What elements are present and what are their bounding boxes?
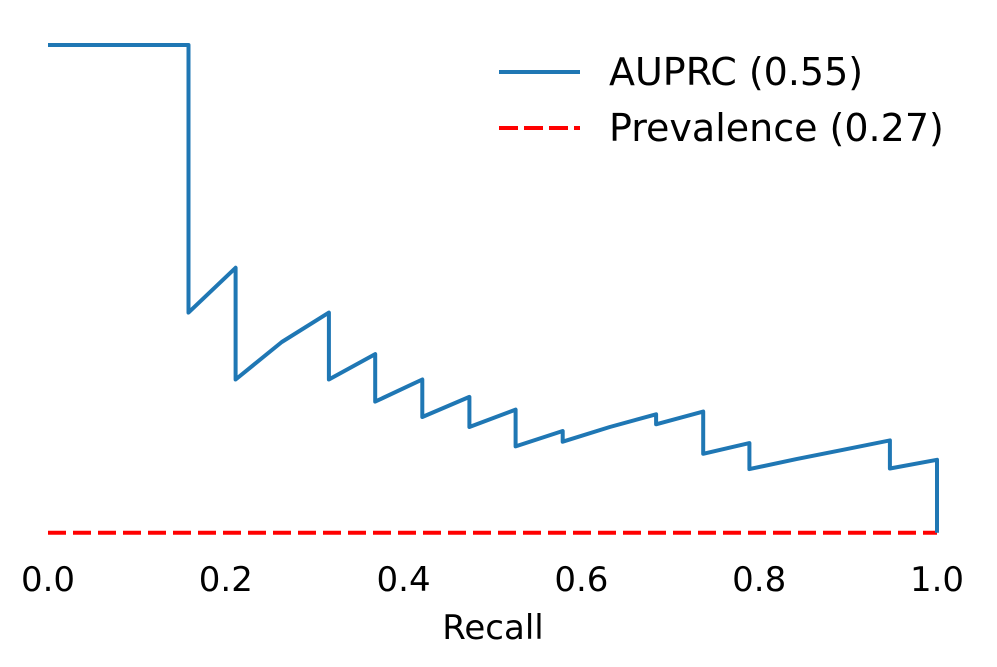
legend-label-auprc: AUPRC (0.55) (609, 50, 864, 94)
auprc-line-sample (499, 70, 580, 74)
legend-item-prevalence: Prevalence (0.27) (499, 100, 944, 156)
auprc-curve (48, 43, 939, 533)
prevalence-line-sample (499, 126, 580, 130)
x-tick-label: 0.2 (198, 560, 253, 600)
x-tick-label: 0.4 (376, 560, 431, 600)
legend-label-prevalence: Prevalence (0.27) (609, 106, 944, 150)
legend: AUPRC (0.55) Prevalence (0.27) (499, 44, 944, 156)
x-axis-label: Recall (442, 608, 544, 648)
x-tick-label: 0.0 (20, 560, 76, 600)
x-tick-label: 0.6 (554, 560, 609, 600)
x-tick-label: 1.0 (909, 560, 965, 600)
legend-item-auprc: AUPRC (0.55) (499, 44, 944, 100)
x-tick-label: 0.8 (732, 560, 787, 600)
